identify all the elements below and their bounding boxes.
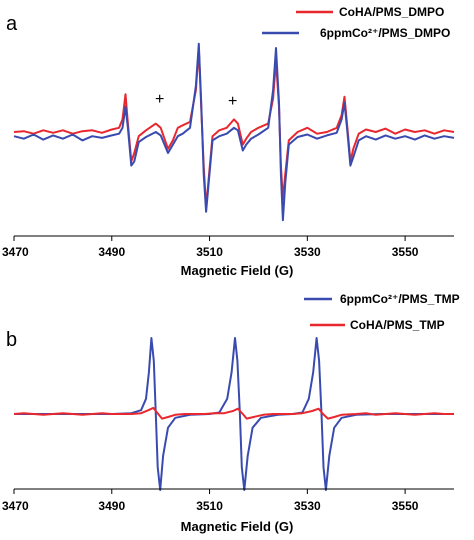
panel-a-tick-label-4: 3550 bbox=[392, 245, 419, 259]
panel-a-tick-label-1: 3490 bbox=[98, 245, 125, 259]
panel-a-letter: a bbox=[6, 13, 18, 35]
panel-b-tick-label-0: 3470 bbox=[2, 499, 29, 513]
panel-b-lines bbox=[13, 337, 454, 491]
panel-b: b 6ppmCo²⁺/PMS_TMP CoHA/PMS_TMP 3470 3490… bbox=[2, 292, 460, 534]
annotation-plus-1: + bbox=[155, 91, 164, 108]
panel-b-tick-label-2: 3510 bbox=[196, 499, 223, 513]
panel-b-series-line-1 bbox=[13, 406, 454, 420]
panel-a-ticks: 3470 3490 3510 3530 3550 bbox=[2, 236, 419, 259]
panel-a-series-line-0 bbox=[13, 47, 455, 209]
panel-a-x-axis: 3470 3490 3510 3530 3550 Magnetic Field (G) bbox=[2, 235, 454, 278]
panel-a-x-axis-title: Magnetic Field (G) bbox=[181, 263, 294, 278]
panel-a-tick-label-2: 3510 bbox=[196, 245, 223, 259]
panel-a-series-line-1 bbox=[13, 42, 455, 222]
panel-a-tick-label-3: 3530 bbox=[294, 245, 321, 259]
panel-a-tick-label-0: 3470 bbox=[2, 245, 29, 259]
panel-b-letter: b bbox=[6, 329, 17, 351]
legend-a-label-0: CoHA/PMS_DMPO bbox=[339, 5, 444, 19]
panel-b-tick-label-3: 3530 bbox=[294, 499, 321, 513]
panel-a-legend: CoHA/PMS_DMPO 6ppmCo²⁺/PMS_DMPO bbox=[262, 5, 450, 40]
legend-b-label-0: 6ppmCo²⁺/PMS_TMP bbox=[340, 292, 460, 306]
panel-b-ticks: 3470 3490 3510 3530 3550 bbox=[2, 489, 419, 513]
legend-a-label-1: 6ppmCo²⁺/PMS_DMPO bbox=[320, 26, 450, 40]
panel-b-x-axis: 3470 3490 3510 3530 3550 Magnetic Field (G) bbox=[2, 488, 454, 534]
panel-b-legend: 6ppmCo²⁺/PMS_TMP CoHA/PMS_TMP bbox=[304, 292, 460, 332]
legend-b-label-1: CoHA/PMS_TMP bbox=[350, 318, 445, 332]
panel-b-tick-label-1: 3490 bbox=[98, 499, 125, 513]
panel-b-tick-label-4: 3550 bbox=[392, 499, 419, 513]
panel-a-lines bbox=[13, 42, 455, 222]
panel-a: a CoHA/PMS_DMPO 6ppmCo²⁺/PMS_DMPO + + 34… bbox=[2, 5, 455, 278]
panel-b-series-line-0 bbox=[14, 337, 454, 491]
panel-b-x-axis-title: Magnetic Field (G) bbox=[181, 519, 294, 534]
annotation-plus-2: + bbox=[228, 93, 237, 110]
